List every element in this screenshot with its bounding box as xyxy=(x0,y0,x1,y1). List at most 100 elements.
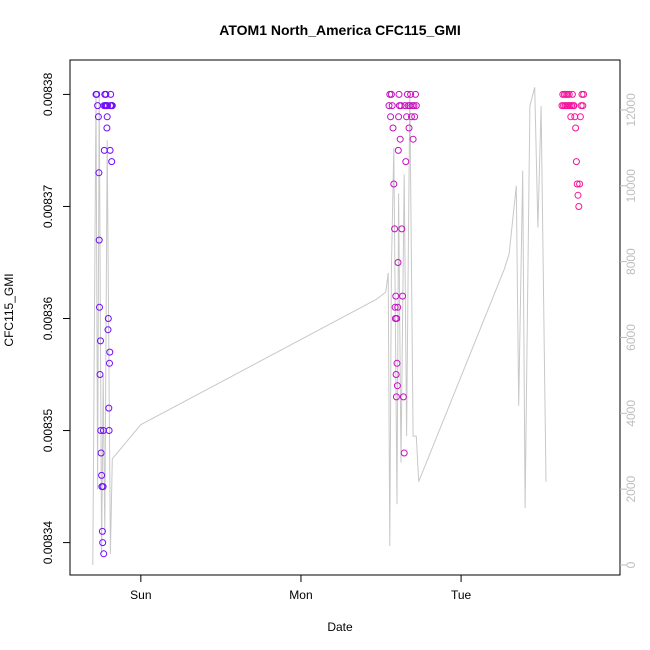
data-point-2-17 xyxy=(572,124,580,132)
data-point-0-5 xyxy=(95,236,103,244)
y-tick-label-0: 0.00834 xyxy=(41,521,55,565)
data-point-1-3 xyxy=(387,90,395,98)
data-point-0-10 xyxy=(97,449,105,457)
data-point-0-13 xyxy=(98,527,106,535)
data-point-1-4 xyxy=(388,102,396,110)
y2-tick-label-0: 0 xyxy=(624,561,638,568)
data-point-0-36 xyxy=(107,90,115,98)
data-point-2-21 xyxy=(575,203,583,210)
data-point-1-26 xyxy=(399,393,407,401)
data-point-0-7 xyxy=(96,371,104,378)
y-tick-label-4: 0.00838 xyxy=(41,72,55,116)
data-point-1-36 xyxy=(408,113,415,121)
data-point-0-29 xyxy=(104,315,112,322)
y-tick-label-2: 0.00836 xyxy=(41,296,55,340)
data-point-1-5 xyxy=(389,124,397,132)
data-point-2-23 xyxy=(576,113,584,121)
y2-tick-label-4: 8000 xyxy=(624,248,638,275)
data-points-layer xyxy=(92,90,588,558)
data-point-0-34 xyxy=(106,146,114,154)
data-point-0-28 xyxy=(104,326,112,334)
data-point-1-6 xyxy=(390,180,398,188)
data-point-2-15 xyxy=(570,102,578,110)
x-tick-label-2: Tue xyxy=(451,588,472,602)
data-point-1-19 xyxy=(395,113,403,121)
data-point-1-11 xyxy=(392,371,400,378)
data-point-0-32 xyxy=(106,359,113,367)
data-point-1-7 xyxy=(391,225,399,233)
data-point-0-31 xyxy=(105,427,113,434)
data-point-2-18 xyxy=(572,158,580,166)
data-point-0-6 xyxy=(96,303,103,311)
data-point-2-16 xyxy=(571,113,579,121)
data-point-1-27 xyxy=(400,449,408,457)
data-point-1-42 xyxy=(412,102,420,110)
data-point-1-33 xyxy=(405,124,413,132)
y-tick-label-3: 0.00837 xyxy=(41,184,55,228)
y-tick-label-1: 0.00835 xyxy=(41,409,55,453)
data-point-1-18 xyxy=(394,146,402,154)
data-point-0-26 xyxy=(103,113,111,121)
data-point-1-12 xyxy=(392,393,400,401)
data-point-1-10 xyxy=(392,292,400,300)
data-point-0-40 xyxy=(108,102,116,110)
data-point-1-2 xyxy=(387,113,395,121)
data-point-2-20 xyxy=(574,191,582,199)
x-tick-label-0: Sun xyxy=(130,588,151,602)
data-point-1-39 xyxy=(410,102,418,110)
y2-tick-label-1: 2000 xyxy=(624,475,638,502)
y2-tick-label-3: 6000 xyxy=(624,324,638,351)
data-point-1-24 xyxy=(398,225,406,233)
data-point-1-13 xyxy=(393,315,401,322)
data-point-1-31 xyxy=(403,90,411,98)
data-point-1-16 xyxy=(394,303,402,311)
y2-tick-label-5: 10000 xyxy=(624,169,638,203)
data-point-1-29 xyxy=(402,158,410,166)
data-point-1-40 xyxy=(411,113,419,121)
data-point-0-17 xyxy=(100,550,108,558)
y2-tick-label-2: 4000 xyxy=(624,400,638,427)
altitude-series-line xyxy=(92,87,547,566)
data-point-0-1 xyxy=(93,90,101,98)
y2-tick-label-6: 12000 xyxy=(624,93,638,127)
data-point-1-8 xyxy=(391,303,399,311)
data-point-2-11 xyxy=(567,113,575,121)
data-point-0-8 xyxy=(97,337,104,345)
data-point-0-30 xyxy=(105,404,113,412)
data-point-1-0 xyxy=(385,102,393,110)
data-point-1-22 xyxy=(396,135,404,143)
data-point-0-38 xyxy=(108,158,116,166)
data-point-2-9 xyxy=(565,90,573,98)
data-point-2-22 xyxy=(576,180,584,188)
data-point-0-3 xyxy=(94,113,102,121)
data-point-1-14 xyxy=(393,359,401,367)
data-point-2-26 xyxy=(579,102,587,110)
data-point-1-28 xyxy=(401,102,409,110)
data-point-0-15 xyxy=(99,483,107,491)
data-point-0-14 xyxy=(99,539,107,547)
data-point-1-15 xyxy=(393,382,401,390)
x-tick-label-1: Mon xyxy=(289,588,312,602)
data-point-0-19 xyxy=(100,146,108,154)
data-point-0-25 xyxy=(103,124,111,132)
x-axis-label: Date xyxy=(327,620,353,634)
data-point-0-9 xyxy=(97,427,105,434)
data-point-0-23 xyxy=(102,90,110,98)
data-point-1-41 xyxy=(412,90,419,98)
y-axis-left: 0.00834 0.00835 0.00836 0.00837 0.00838 xyxy=(41,72,70,564)
data-point-1-35 xyxy=(407,90,415,98)
data-point-0-27 xyxy=(104,102,111,110)
data-point-0-4 xyxy=(95,169,103,177)
data-point-0-11 xyxy=(98,471,106,479)
data-point-1-23 xyxy=(397,102,405,110)
data-point-2-13 xyxy=(568,90,576,98)
data-point-2-27 xyxy=(580,90,588,98)
x-axis: Sun Mon Tue xyxy=(130,574,472,602)
data-point-1-17 xyxy=(394,259,402,266)
data-point-1-25 xyxy=(399,292,407,300)
y-axis-right: 0 2000 4000 6000 8000 10000 12000 xyxy=(620,93,638,568)
data-point-1-20 xyxy=(395,90,403,98)
chart-title: ATOM1 North_America CFC115_GMI xyxy=(219,22,460,38)
data-point-1-38 xyxy=(409,135,417,143)
data-point-0-33 xyxy=(106,348,114,356)
